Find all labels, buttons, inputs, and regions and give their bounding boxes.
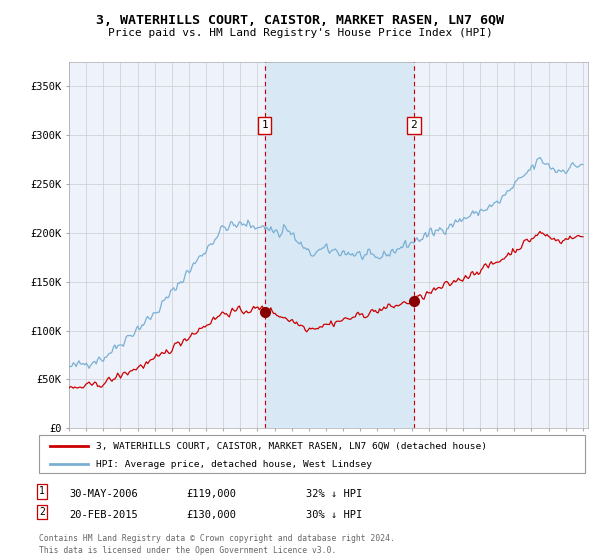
Text: Contains HM Land Registry data © Crown copyright and database right 2024.
This d: Contains HM Land Registry data © Crown c…: [39, 534, 395, 556]
Text: 30-MAY-2006: 30-MAY-2006: [69, 489, 138, 500]
Text: 2: 2: [410, 120, 417, 130]
Text: 1: 1: [261, 120, 268, 130]
Text: 3, WATERHILLS COURT, CAISTOR, MARKET RASEN, LN7 6QW: 3, WATERHILLS COURT, CAISTOR, MARKET RAS…: [96, 14, 504, 27]
Text: £130,000: £130,000: [186, 510, 236, 520]
Text: HPI: Average price, detached house, West Lindsey: HPI: Average price, detached house, West…: [97, 460, 373, 469]
Text: 1: 1: [39, 487, 45, 497]
Text: £119,000: £119,000: [186, 489, 236, 500]
Text: 32% ↓ HPI: 32% ↓ HPI: [306, 489, 362, 500]
Bar: [265, 62, 414, 428]
Text: 3, WATERHILLS COURT, CAISTOR, MARKET RASEN, LN7 6QW (detached house): 3, WATERHILLS COURT, CAISTOR, MARKET RAS…: [97, 442, 487, 451]
Text: Price paid vs. HM Land Registry's House Price Index (HPI): Price paid vs. HM Land Registry's House …: [107, 28, 493, 38]
Text: 30% ↓ HPI: 30% ↓ HPI: [306, 510, 362, 520]
Text: 2: 2: [39, 507, 45, 517]
Text: 20-FEB-2015: 20-FEB-2015: [69, 510, 138, 520]
